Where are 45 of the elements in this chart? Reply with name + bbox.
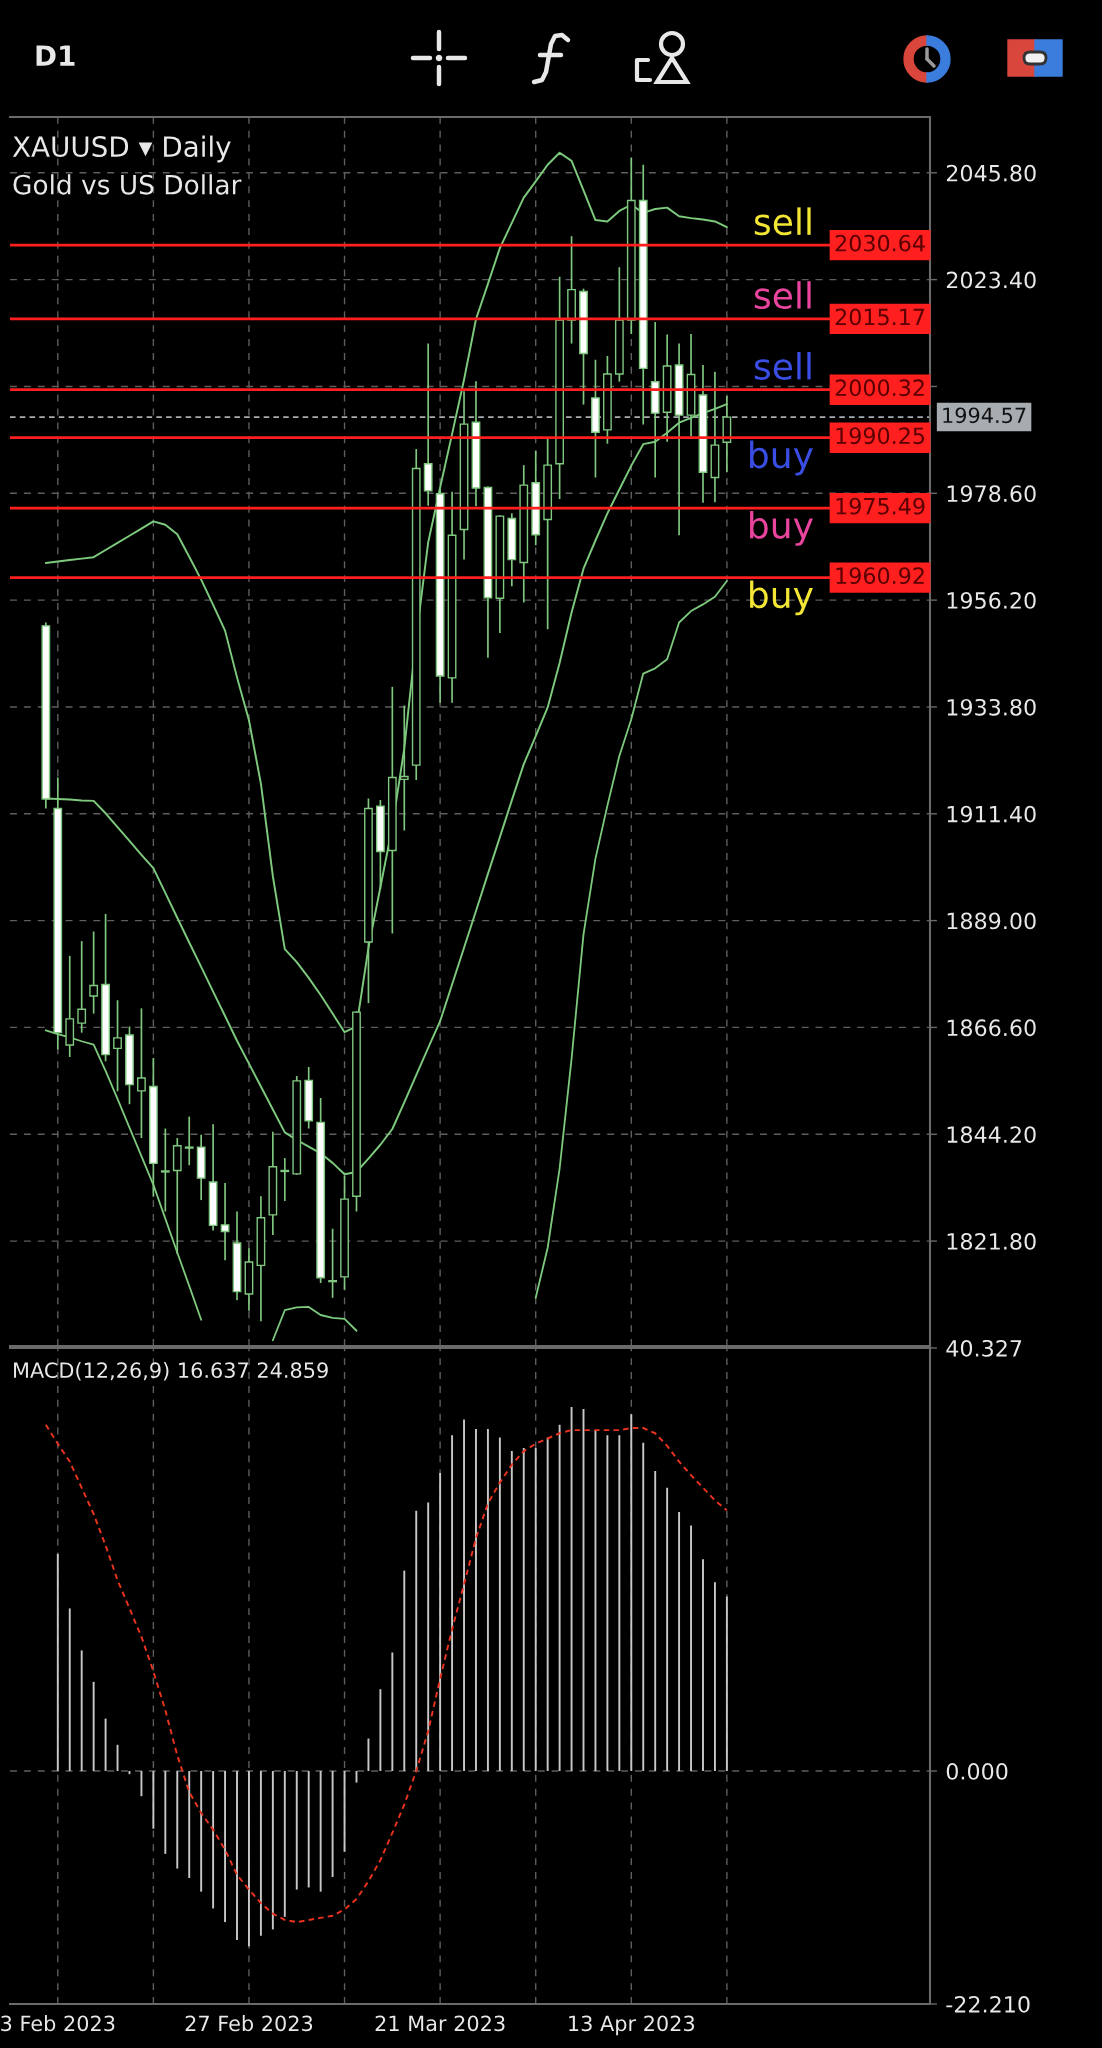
y-tick-label: 1866.60 [947,1019,1036,1037]
x-tick-label: 3 Feb 2023 [1,2015,115,2032]
ref-line-label: 2030.64 [835,234,925,252]
y-tick-label: 1933.80 [947,698,1036,716]
y-tick-label: 1978.60 [947,485,1036,503]
annotation: buy [750,510,813,546]
x-tick-label: 27 Feb 2023 [185,2015,313,2032]
annotation: sell [754,351,811,380]
x-tick-label: 13 Apr 2023 [569,2015,695,2036]
text: D1 [36,45,75,66]
candlestick [184,1115,194,1167]
text: XAUUSD ▾ Daily [12,135,231,163]
ref-line-label: 1994.57 [943,407,1026,424]
x-tick-label: 21 Mar 2023 [375,2015,505,2032]
candlestick [328,1227,337,1299]
annotation: sell [754,207,811,236]
annotation: buy [750,580,813,616]
candlestick [113,999,122,1093]
candlestick [399,704,409,832]
annotation: sell [754,281,811,310]
y-tick-label: 1844.20 [947,1126,1036,1144]
candlestick [280,1157,290,1202]
y-tick-label: 1889.00 [947,912,1036,930]
y-tick-label: 2045.80 [946,164,1036,182]
ref-line-label: 1975.49 [836,497,925,515]
ref-line-label: 2000.32 [835,379,924,397]
text: Gold vs US Dollar [13,174,242,195]
ref-line-label: 2015.17 [835,308,925,326]
candlestick [137,1007,146,1139]
candlestick [77,940,87,1034]
candlestick [220,1182,230,1261]
line-series [44,1423,728,1924]
annotation: buy [750,440,813,476]
y-tick-label: 2023.40 [946,271,1036,289]
y-tick-label: 1911.40 [947,805,1036,823]
candlestick [89,930,99,1015]
y-tick-label: 1956.20 [947,592,1036,609]
ref-line-label: 1990.25 [836,427,925,445]
text: MACD(12,26,9) 16.637 24.859 [14,1361,328,1381]
ref-line-label: 1960.92 [836,567,924,585]
y-tick-label: 1821.80 [947,1233,1036,1250]
y-tick-label: 0.000 [946,1762,1008,1780]
y-tick-label: -22.210 [946,1995,1030,2013]
y-tick-label: 40.327 [946,1339,1022,1357]
candlestick [160,1127,170,1213]
